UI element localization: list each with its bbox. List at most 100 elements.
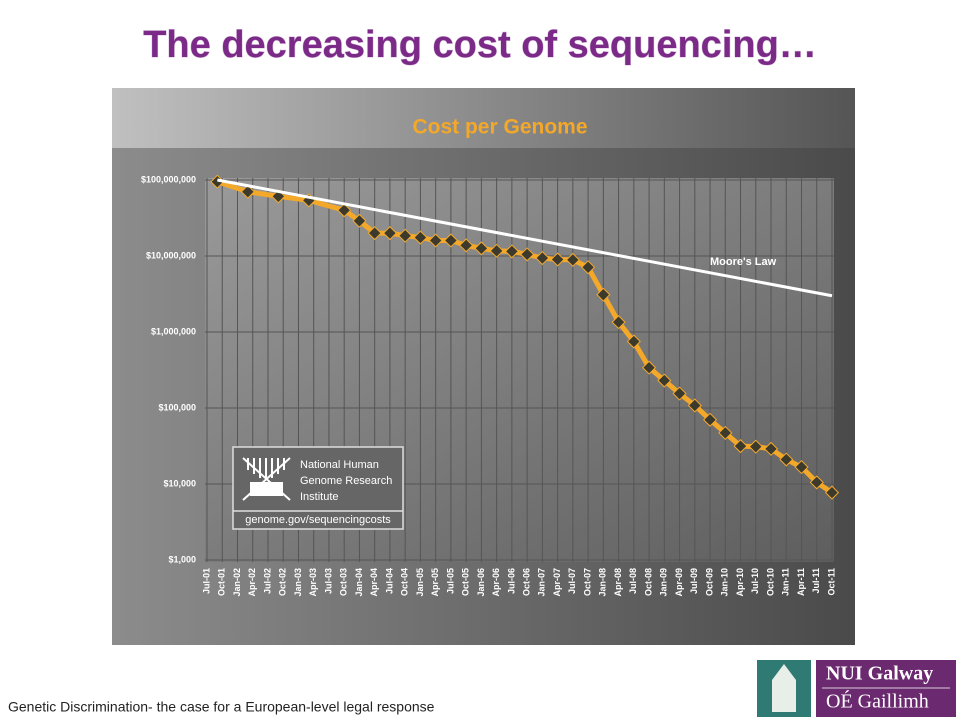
- series-label: Moore's Law: [710, 256, 777, 268]
- y-tick-label: $10,000,000: [146, 250, 196, 260]
- x-tick-label: Oct-10: [765, 568, 775, 596]
- data-point: [240, 184, 255, 199]
- x-tick-label: Jan-09: [659, 568, 669, 597]
- data-point: [794, 460, 809, 475]
- x-tick-label: Jul-11: [811, 568, 821, 594]
- x-tick-label: Oct-11: [826, 568, 836, 596]
- x-tick-label: Apr-09: [674, 568, 684, 597]
- source-name: Genome Research: [300, 475, 392, 487]
- data-point: [337, 203, 352, 218]
- x-tick-label: Oct-08: [643, 568, 653, 596]
- data-point: [809, 475, 824, 490]
- y-tick-label: $1,000,000: [151, 326, 196, 336]
- x-tick-label: Apr-10: [735, 568, 745, 597]
- data-point: [520, 247, 535, 262]
- university-logo: NUI Galway OÉ Gaillimh: [757, 660, 956, 717]
- source-url: genome.gov/sequencingcosts: [245, 514, 391, 526]
- x-tick-label: Apr-02: [247, 568, 257, 597]
- x-tick-label: Jan-03: [293, 568, 303, 597]
- marks: Moore's Law: [210, 174, 840, 500]
- x-tick-label: Jan-08: [598, 568, 608, 597]
- x-tick-label: Jul-01: [201, 568, 211, 594]
- data-point: [565, 252, 580, 267]
- chart-title: Cost per Genome: [412, 116, 587, 139]
- x-tick-label: Oct-06: [521, 568, 531, 596]
- data-point: [779, 452, 794, 467]
- source-name: National Human: [300, 459, 379, 471]
- logo-banner: [816, 660, 956, 717]
- grid: $1,000 $10,000 $100,000 $1,000,000 $10,000,0…: [141, 174, 836, 596]
- source-box: National Human Genome Research Institute…: [232, 446, 404, 530]
- data-point: [382, 226, 397, 241]
- data-point: [824, 485, 840, 500]
- x-tick-label: Apr-07: [552, 568, 562, 597]
- slide-title: The decreasing cost of sequencing…: [143, 24, 817, 66]
- x-tick-label: Oct-02: [278, 568, 288, 596]
- x-tick-label: Apr-04: [369, 568, 379, 597]
- y-tick-label: $1,000: [168, 554, 196, 564]
- data-point: [550, 252, 565, 267]
- data-point: [748, 439, 763, 454]
- x-tick-label: Jan-10: [720, 568, 730, 597]
- x-tick-label: Oct-09: [704, 568, 714, 596]
- data-point: [210, 174, 225, 189]
- data-point: [672, 386, 687, 401]
- data-point: [642, 360, 657, 375]
- y-tick-label: $10,000: [163, 478, 196, 488]
- data-point: [428, 233, 443, 248]
- logo-tower: [772, 664, 796, 712]
- y-tick-label: $100,000,000: [141, 174, 196, 184]
- nhgri-icon: [242, 457, 291, 501]
- data-point: [733, 439, 748, 454]
- logo-line1: NUI Galway: [826, 663, 933, 685]
- series-line: [217, 178, 833, 298]
- x-tick-label: Jan-02: [232, 568, 242, 597]
- x-tick-label: Jul-05: [445, 568, 455, 594]
- source-name: Institute: [300, 491, 339, 503]
- data-point: [459, 238, 474, 253]
- x-tick-label: Jul-10: [750, 568, 760, 594]
- data-point: [367, 226, 382, 241]
- x-tick-label: Jan-04: [354, 568, 364, 597]
- x-tick-label: Apr-05: [430, 568, 440, 597]
- x-tick-label: Jan-11: [781, 568, 791, 596]
- y-tick-label: $100,000: [158, 402, 196, 412]
- data-point: [657, 373, 672, 388]
- logo-line2: OÉ Gaillimh: [826, 690, 929, 713]
- data-point: [611, 315, 626, 330]
- data-point: [474, 241, 489, 256]
- data-point: [504, 244, 519, 259]
- x-tick-label: Jul-04: [384, 568, 394, 594]
- data-point: [535, 250, 550, 266]
- x-tick-label: Oct-01: [217, 568, 227, 596]
- x-tick-label: Oct-04: [400, 568, 410, 596]
- data-point: [596, 287, 611, 302]
- x-tick-label: Jan-07: [537, 568, 547, 597]
- x-tick-label: Jul-02: [262, 568, 272, 594]
- data-point: [352, 213, 367, 228]
- x-tick-label: Oct-07: [582, 568, 592, 596]
- x-tick-label: Apr-06: [491, 568, 501, 597]
- x-tick-label: Oct-05: [461, 568, 471, 596]
- data-point: [687, 398, 702, 413]
- data-point: [581, 260, 596, 275]
- x-tick-label: Apr-03: [308, 568, 318, 597]
- x-tick-label: Jul-09: [689, 568, 699, 594]
- data-point: [718, 425, 733, 440]
- x-tick-label: Apr-08: [613, 568, 623, 597]
- data-point: [413, 230, 428, 245]
- x-tick-label: Jan-06: [476, 568, 486, 597]
- x-tick-label: Jul-06: [506, 568, 516, 594]
- x-tick-label: Oct-03: [339, 568, 349, 596]
- x-tick-label: Jul-07: [567, 568, 577, 594]
- data-point: [443, 233, 458, 248]
- data-point: [398, 228, 413, 243]
- x-tick-label: Apr-11: [796, 568, 806, 596]
- footer: Genetic Discrimination- the case for a E…: [8, 699, 435, 715]
- x-tick-label: Jul-03: [323, 568, 333, 594]
- data-point: [489, 243, 504, 258]
- x-tick-label: Jan-05: [415, 568, 425, 597]
- data-point: [763, 441, 779, 456]
- data-point: [626, 334, 641, 349]
